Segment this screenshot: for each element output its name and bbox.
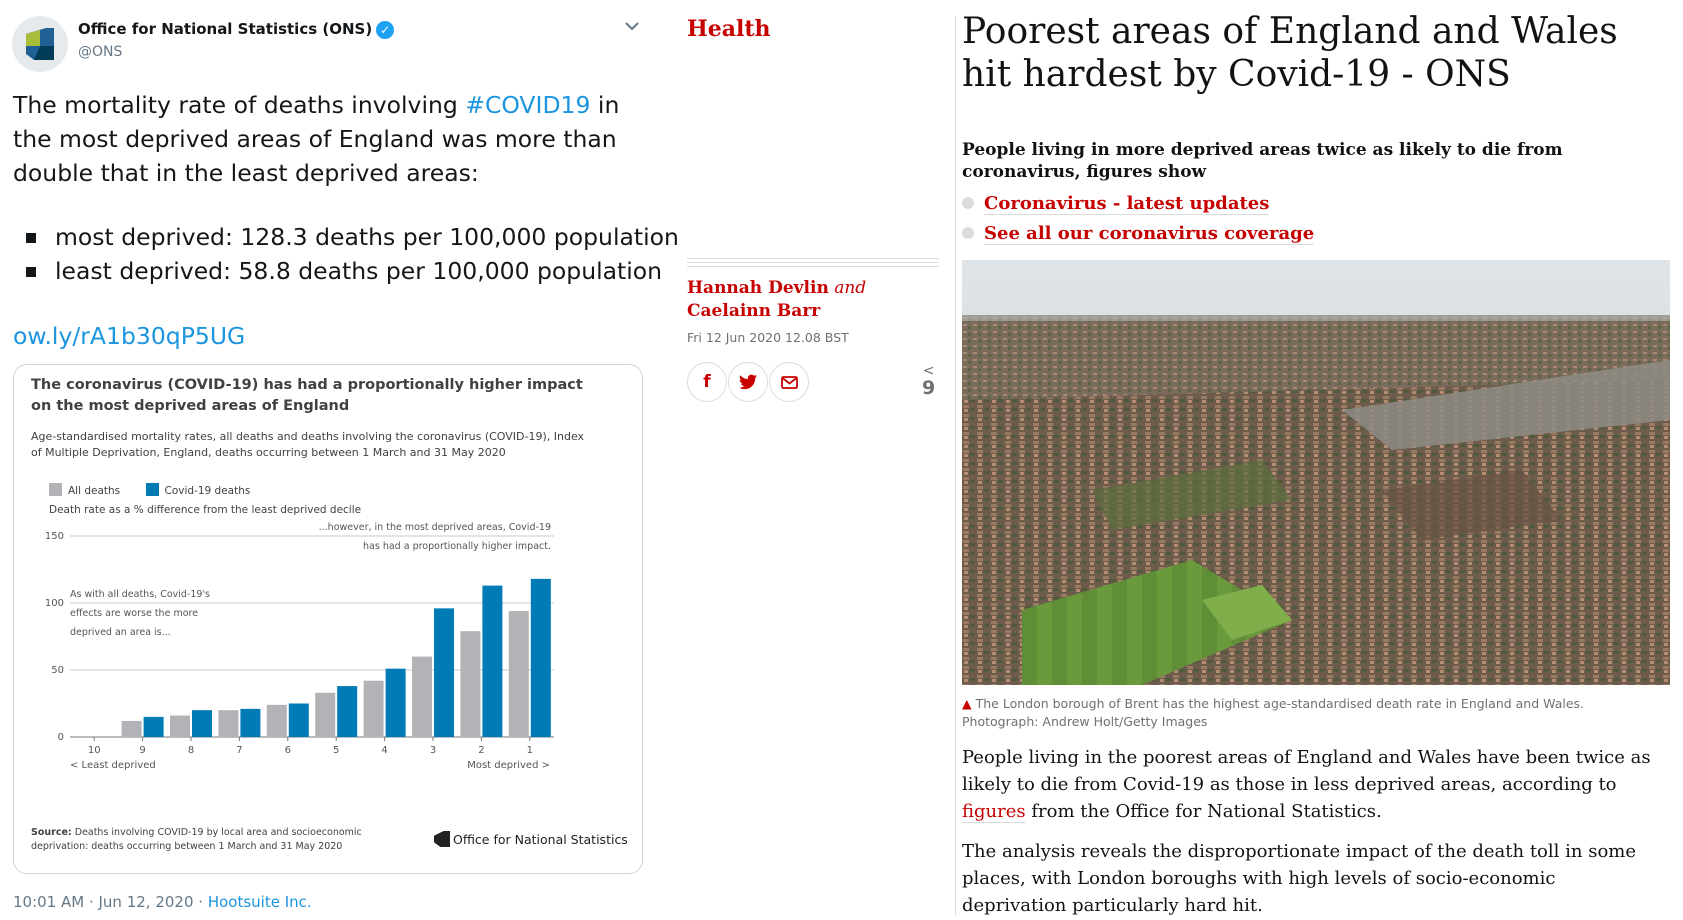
chart-legend: All deaths Covid-19 deaths (49, 483, 272, 497)
legend-item-all-deaths: All deaths (49, 483, 120, 497)
x-tick-label: 6 (285, 745, 291, 756)
bar-chart: 0 50 100 150 10 9 8 7 6 5 4 3 2 1 < Least deprived Most… (45, 522, 554, 771)
ons-avatar-logo-icon (26, 28, 54, 60)
account-name-text[interactable]: Office for National Statistics (ONS) (78, 20, 373, 38)
divider (687, 258, 939, 259)
twitter-icon (739, 374, 757, 390)
article-standfirst: People living in more deprived areas twi… (962, 140, 1563, 182)
chart-annotation: deprived an area is... (70, 627, 171, 638)
chart-title: The coronavirus (COVID-19) has had a pro… (31, 377, 583, 414)
email-icon (780, 375, 798, 389)
avatar[interactable] (12, 16, 68, 72)
share-icon: < (922, 363, 935, 379)
author-link[interactable]: Caelainn Barr (687, 301, 821, 321)
chart-subtitle: Age-standardised mortality rates, all de… (31, 430, 585, 459)
bar-covid-deaths (385, 668, 406, 737)
x-tick-label: 7 (236, 745, 242, 756)
divider (687, 262, 939, 263)
article-headline: Poorest areas of England and Wales hit h… (962, 11, 1618, 95)
author-link[interactable]: Hannah Devlin (687, 278, 829, 298)
chart-annotation: effects are worse the more (70, 608, 198, 619)
chart-annotation: As with all deaths, Covid-19's (70, 589, 210, 600)
x-tick-label: 4 (381, 745, 387, 756)
tweet: Office for National Statistics (ONS) ✓ @O… (0, 0, 679, 920)
chevron-down-icon[interactable] (622, 16, 642, 36)
ons-logo: Office for National Statistics (434, 831, 628, 847)
figures-link[interactable]: figures (962, 801, 1026, 823)
x-tick-label: 1 (527, 745, 533, 756)
aerial-photo-brent (962, 260, 1670, 685)
column-divider (955, 16, 956, 916)
chart-annotation: has had a proportionally higher impact. (363, 541, 551, 552)
hashtag-link[interactable]: #COVID19 (465, 91, 591, 119)
article-paragraph-2: The analysis reveals the disproportionat… (962, 841, 1636, 916)
account-handle[interactable]: @ONS (78, 44, 123, 60)
divider (687, 266, 939, 267)
bar-covid-deaths (288, 703, 309, 737)
section-label[interactable]: Health (687, 16, 771, 42)
bar-covid-deaths (240, 708, 261, 737)
y-tick-label: 100 (45, 598, 64, 609)
x-axis-right-label: Most deprived > (467, 760, 550, 771)
tweet-text: The mortality rate of deaths involving #… (13, 91, 620, 187)
byline: Hannah Devlin and Caelainn Barr (687, 278, 867, 321)
chart-source: Source: Deaths involving COVID-19 by loc… (31, 827, 362, 852)
article-photo[interactable] (962, 260, 1670, 685)
bar-covid-deaths (192, 710, 212, 737)
bar-all-deaths (363, 680, 384, 737)
share-twitter-button[interactable] (728, 362, 768, 402)
list-item: most deprived: 128.3 deaths per 100,000 … (22, 220, 679, 254)
list-item: least deprived: 58.8 deaths per 100,000 … (22, 254, 662, 288)
caption-triangle-icon: ▲ (962, 696, 972, 711)
y-tick-label: 50 (51, 665, 64, 676)
y-tick-label: 150 (45, 531, 64, 542)
bar-all-deaths (508, 611, 529, 737)
bar-covid-deaths (482, 585, 503, 737)
ons-logo-icon (434, 831, 450, 847)
bar-covid-deaths (143, 716, 164, 737)
x-tick-label: 3 (430, 745, 436, 756)
facebook-icon: f (703, 372, 711, 392)
x-tick-label: 9 (139, 745, 145, 756)
bar-covid-deaths (434, 608, 454, 737)
tweet-bullet-list: most deprived: 128.3 deaths per 100,000 … (22, 220, 679, 288)
verified-icon: ✓ (376, 20, 395, 39)
x-axis-left-label: < Least deprived (70, 760, 156, 771)
chart-axis-note: Death rate as a % difference from the le… (49, 504, 362, 516)
tweet-timestamp: 10:01 AM · Jun 12, 2020 · Hootsuite Inc. (13, 893, 312, 911)
bar-covid-deaths (530, 578, 551, 737)
article-date: Fri 12 Jun 2020 12.08 BST (687, 330, 849, 345)
x-tick-label: 8 (188, 745, 194, 756)
photo-caption: ▲ The London borough of Brent has the hi… (962, 696, 1585, 729)
tweet-time[interactable]: 10:01 AM · Jun 12, 2020 · (13, 893, 208, 911)
y-tick-label: 0 (58, 732, 64, 743)
account-name[interactable]: Office for National Statistics (ONS) ✓ (78, 20, 395, 39)
related-link-latest-updates[interactable]: Coronavirus - latest updates (962, 193, 1270, 215)
tweet-link[interactable]: ow.ly/rA1b30qP5UG (13, 322, 246, 350)
bar-covid-deaths (337, 686, 358, 737)
share-count[interactable]: < 9 (922, 363, 936, 399)
chart-annotation: ...however, in the most deprived areas, … (319, 522, 551, 533)
share-email-button[interactable] (769, 362, 809, 402)
legend-item-covid-deaths: Covid-19 deaths (145, 483, 250, 497)
bar-all-deaths (170, 715, 190, 737)
bar-all-deaths (266, 704, 287, 737)
share-facebook-button[interactable]: f (687, 362, 727, 402)
bar-all-deaths (218, 710, 239, 737)
x-tick-label: 10 (88, 745, 101, 756)
tweet-source-link[interactable]: Hootsuite Inc. (207, 893, 312, 911)
bar-all-deaths (315, 692, 336, 737)
bar-all-deaths (121, 720, 142, 737)
bar-all-deaths (460, 631, 481, 737)
chart-image-card[interactable]: The coronavirus (COVID-19) has had a pro… (13, 364, 643, 874)
bar-all-deaths (412, 656, 432, 737)
related-link-coronavirus-coverage[interactable]: See all our coronavirus coverage (962, 223, 1315, 245)
article-paragraph-1: People living in the poorest areas of En… (962, 747, 1651, 823)
x-tick-label: 2 (478, 745, 484, 756)
x-tick-label: 5 (333, 745, 339, 756)
